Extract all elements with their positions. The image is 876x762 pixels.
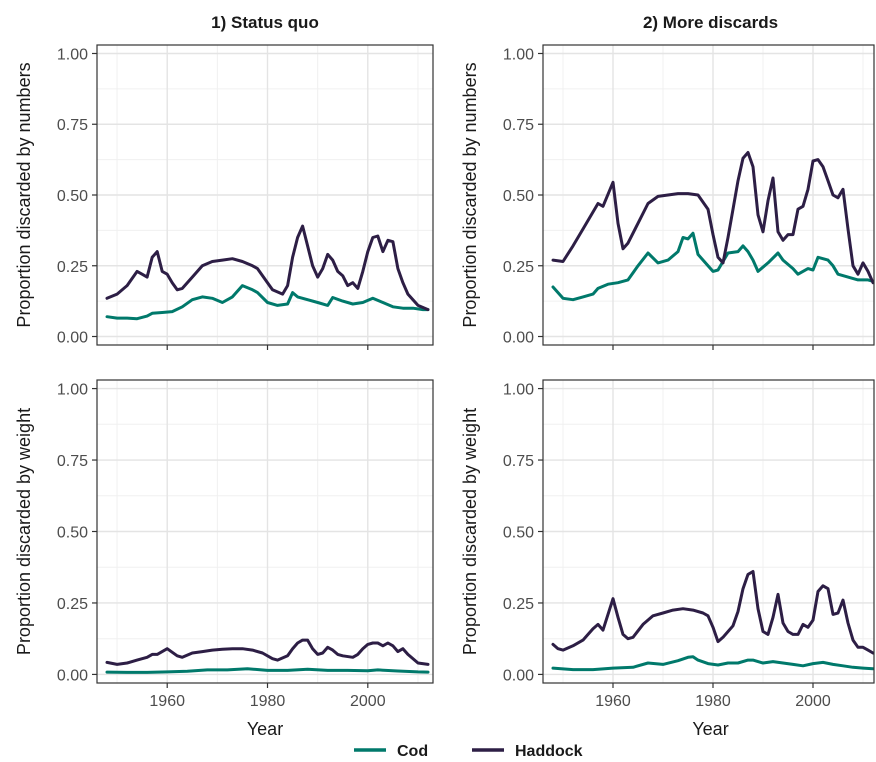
y-tick-label: 0.00 bbox=[503, 330, 534, 347]
panel-3: 0.00 0.25 0.50 0.75 1.00 1960 1980 2000 Proporti… bbox=[14, 379, 434, 739]
y-tick-label: 0.75 bbox=[57, 117, 88, 134]
y-tick-label: 1.00 bbox=[503, 382, 534, 399]
x-tick-label: 2000 bbox=[350, 693, 386, 710]
x-tick-label: 1960 bbox=[149, 693, 185, 710]
series-line-haddock bbox=[551, 570, 875, 655]
y-tick-label: 0.25 bbox=[503, 259, 534, 276]
y-tick-label: 0.00 bbox=[503, 667, 534, 684]
legend: Cod Haddock bbox=[354, 743, 583, 760]
y-tick-label: 0.25 bbox=[503, 596, 534, 613]
x-axis-title: Year bbox=[692, 719, 728, 739]
facet-title: 2) More discards bbox=[643, 13, 778, 32]
panel-4: 0.00 0.25 0.50 0.75 1.00 1960 1980 2000 Proporti… bbox=[460, 379, 875, 739]
series-line-haddock bbox=[105, 638, 430, 666]
y-tick-label: 0.50 bbox=[57, 188, 88, 205]
y-tick-label: 1.00 bbox=[57, 46, 88, 63]
series-line-haddock bbox=[105, 224, 430, 312]
series-line-cod bbox=[551, 655, 875, 672]
panel-1: 0.00 0.25 0.50 0.75 1.00 1) Status quo Proport… bbox=[14, 13, 434, 350]
y-axis-title: Proportion discarded by weight bbox=[14, 408, 34, 655]
series-line-cod bbox=[551, 231, 875, 302]
y-tick-label: 0.50 bbox=[503, 525, 534, 542]
y-tick-label: 0.00 bbox=[57, 330, 88, 347]
panel-2: 0.00 0.25 0.50 0.75 1.00 2) More discards Prop… bbox=[460, 13, 875, 350]
y-axis-title: Proportion discarded by numbers bbox=[14, 62, 34, 327]
x-axis-title: Year bbox=[247, 719, 283, 739]
legend-label-haddock: Haddock bbox=[515, 743, 583, 760]
x-tick-label: 1960 bbox=[595, 693, 631, 710]
y-tick-label: 0.25 bbox=[57, 596, 88, 613]
y-tick-label: 1.00 bbox=[503, 46, 534, 63]
series-line-haddock bbox=[551, 151, 875, 285]
y-tick-label: 0.25 bbox=[57, 259, 88, 276]
x-tick-label: 2000 bbox=[795, 693, 831, 710]
y-tick-label: 0.50 bbox=[503, 188, 534, 205]
y-tick-label: 1.00 bbox=[57, 382, 88, 399]
x-tick-label: 1980 bbox=[250, 693, 286, 710]
y-axis-title: Proportion discarded by weight bbox=[460, 408, 480, 655]
y-tick-label: 0.50 bbox=[57, 525, 88, 542]
y-tick-label: 0.75 bbox=[503, 117, 534, 134]
facet-title: 1) Status quo bbox=[211, 13, 319, 32]
series-line-cod bbox=[105, 667, 430, 674]
y-tick-label: 0.00 bbox=[57, 667, 88, 684]
y-axis-title: Proportion discarded by numbers bbox=[460, 62, 480, 327]
y-tick-label: 0.75 bbox=[503, 453, 534, 470]
y-tick-label: 0.75 bbox=[57, 453, 88, 470]
legend-label-cod: Cod bbox=[397, 743, 428, 760]
series-line-cod bbox=[105, 284, 430, 321]
x-tick-label: 1980 bbox=[695, 693, 731, 710]
